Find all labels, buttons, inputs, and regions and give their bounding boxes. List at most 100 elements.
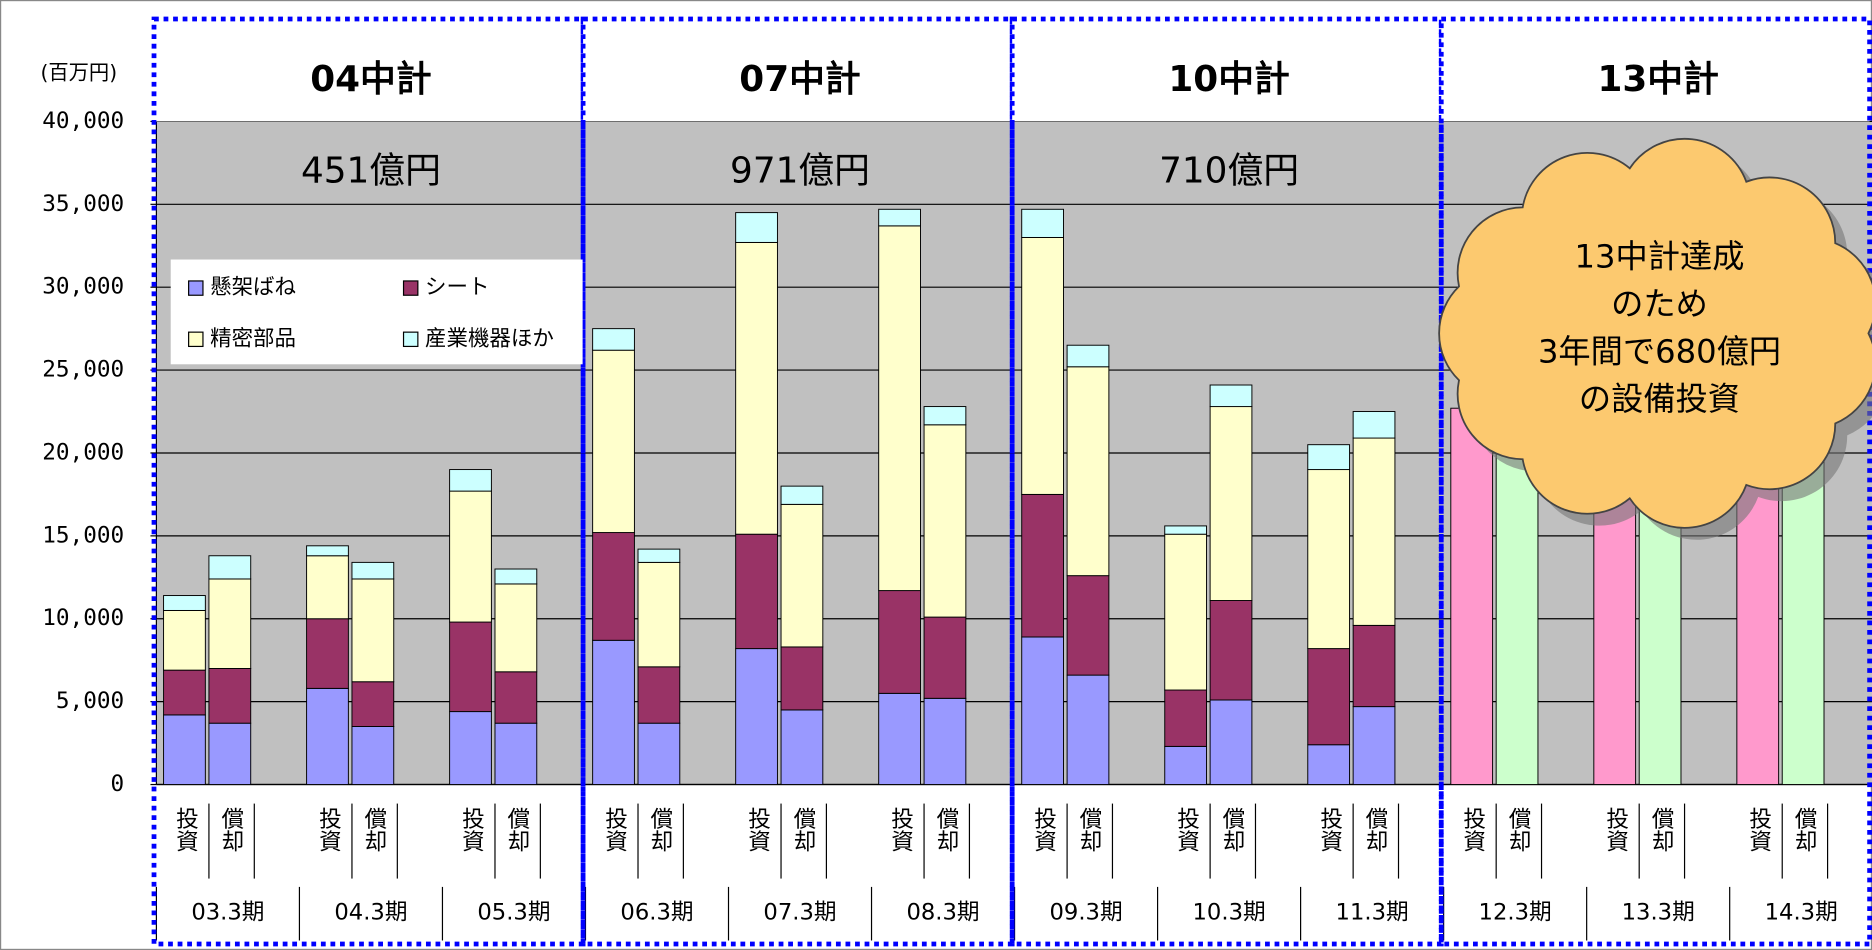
bar-segment: [780, 646, 824, 711]
cloud: [1438, 137, 1872, 529]
x-tick-label: 投資: [1030, 807, 1056, 853]
group-title-box: [154, 19, 584, 122]
x-tick-label: 投資: [1316, 807, 1342, 853]
legend-label: 懸架ばね: [210, 275, 296, 300]
y-tick-label: 35,000: [42, 191, 124, 217]
legend-swatch: [188, 280, 204, 296]
bar-segment: [1352, 624, 1396, 708]
bar-segment: [1164, 745, 1208, 785]
x-tick-label: 投資: [458, 807, 484, 853]
bar-segment: [1066, 344, 1110, 368]
group-title: 04中計: [310, 59, 431, 100]
bar-segment: [780, 709, 824, 786]
legend-label: シート: [425, 275, 489, 300]
bar-segment: [878, 692, 921, 785]
bar-segment: [637, 548, 681, 563]
group-amount: 451億円: [301, 151, 441, 192]
bar-segment: [1450, 407, 1494, 785]
x-tick-label: 投資: [1459, 807, 1485, 853]
bar-segment: [923, 697, 967, 786]
period-label: 04.3期: [334, 900, 407, 926]
bar-segment: [1066, 674, 1110, 785]
bar-segment: [449, 621, 492, 713]
group-amount: 710億円: [1159, 151, 1299, 192]
y-tick-label: 0: [111, 771, 125, 797]
x-tick-label: 投資: [1173, 807, 1199, 853]
y-tick-label: 20,000: [42, 439, 124, 465]
period-label: 06.3期: [620, 900, 693, 926]
annotation: の設備投資: [1579, 380, 1740, 418]
bar-segment: [735, 241, 778, 535]
bar-segment: [592, 349, 635, 534]
period-label: 11.3期: [1336, 900, 1409, 926]
bar-segment: [637, 722, 681, 785]
x-tick-label: 償却: [646, 807, 672, 853]
bar-segment: [1164, 525, 1208, 535]
bar-segment: [208, 722, 252, 785]
annotation: 3年間で680億円: [1538, 333, 1781, 371]
bar-segment: [494, 568, 538, 585]
bar-segment: [306, 555, 349, 620]
x-tick-label: 償却: [217, 807, 243, 853]
group-title: 10中計: [1168, 59, 1289, 100]
x-tick-label: 償却: [1362, 807, 1388, 853]
period-label: 10.3期: [1193, 900, 1266, 926]
bar-segment: [163, 669, 206, 716]
bar-segment: [351, 681, 395, 727]
bar-segment: [449, 469, 492, 492]
x-tick-label: 償却: [1505, 807, 1531, 853]
group-title-box: [1441, 19, 1870, 122]
group-border: [151, 16, 586, 947]
x-tick-label: 投資: [1602, 807, 1628, 853]
bar-segment: [163, 714, 206, 786]
bar-segment: [494, 722, 538, 785]
bar-segment: [637, 666, 681, 724]
group-title-box: [1012, 19, 1442, 122]
bar-segment: [1307, 744, 1351, 786]
bar-segment: [878, 208, 921, 227]
bar-segment: [1021, 493, 1064, 638]
x-tick-label: 償却: [360, 807, 386, 853]
bar-segment: [780, 485, 824, 505]
bar-segment: [592, 639, 635, 785]
group-border: [580, 16, 1015, 947]
bar-segment: [1209, 384, 1253, 408]
group-title: 13中計: [1597, 59, 1718, 100]
bar-segment: [494, 671, 538, 724]
legend-label: 精密部品: [210, 326, 296, 351]
period-label: 07.3期: [763, 900, 836, 926]
y-tick-label: 15,000: [42, 522, 124, 548]
legend-box: [170, 259, 583, 365]
bar-segment: [449, 490, 492, 623]
annotation: 13中計達成: [1575, 237, 1745, 275]
x-tick-label: 償却: [1791, 807, 1817, 853]
bar-segment: [208, 555, 252, 580]
bar-segment: [1209, 699, 1253, 785]
bar-segment: [1307, 469, 1351, 650]
period-label: 09.3期: [1049, 900, 1122, 926]
bar-segment: [1307, 444, 1351, 471]
bar-segment: [735, 648, 778, 785]
x-tick-label: 償却: [789, 807, 815, 853]
legend-label: 産業機器ほか: [425, 326, 554, 351]
bar-segment: [1164, 533, 1208, 691]
bar-segment: [592, 328, 635, 351]
period-label: 13.3期: [1622, 900, 1695, 926]
bar-segment: [208, 578, 252, 669]
bar-segment: [351, 578, 395, 683]
bar-segment: [592, 532, 635, 641]
annotation: のため: [1611, 285, 1708, 323]
legend-swatch: [402, 331, 419, 348]
x-tick-label: 投資: [744, 807, 770, 853]
bar-segment: [1307, 648, 1351, 746]
bar-segment: [878, 225, 921, 592]
x-tick-label: 償却: [503, 807, 529, 853]
bar-segment: [735, 533, 778, 650]
bar-segment: [1021, 208, 1064, 238]
bar-segment: [780, 503, 824, 648]
bar-segment: [1066, 366, 1110, 577]
legend-swatch: [188, 331, 204, 348]
bar-segment: [1352, 437, 1396, 626]
bar-segment: [637, 561, 681, 668]
